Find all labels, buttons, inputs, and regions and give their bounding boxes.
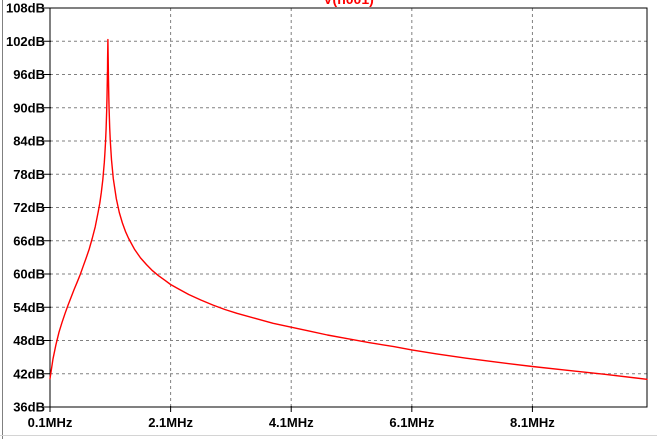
x-tick-label: 0.1MHz <box>28 415 73 430</box>
x-tick-label: 8.1MHz <box>510 415 555 430</box>
trace-label[interactable]: V(n001) <box>50 0 647 6</box>
y-tick-label: 102dB <box>6 34 45 49</box>
y-tick-label: 96dB <box>13 67 45 82</box>
y-tick-label: 72dB <box>13 200 45 215</box>
x-tick-label: 4.1MHz <box>269 415 314 430</box>
y-tick-label: 84dB <box>13 134 45 149</box>
y-tick-label: 66dB <box>13 233 45 248</box>
y-tick-label: 78dB <box>13 167 45 182</box>
y-tick-label: 60dB <box>13 267 45 282</box>
plot-border <box>49 7 648 408</box>
x-tick-label: 6.1MHz <box>389 415 434 430</box>
x-tick-label: 2.1MHz <box>148 415 193 430</box>
pane-bottom-border <box>0 435 657 436</box>
pane-left-border <box>2 0 3 439</box>
y-tick-label: 90dB <box>13 100 45 115</box>
y-tick-label: 108dB <box>6 1 45 16</box>
y-tick-label: 54dB <box>13 300 45 315</box>
y-tick-label: 42dB <box>13 366 45 381</box>
trace-curve[interactable] <box>49 38 648 380</box>
y-tick-label: 36dB <box>13 400 45 415</box>
y-tick-label: 48dB <box>13 333 45 348</box>
